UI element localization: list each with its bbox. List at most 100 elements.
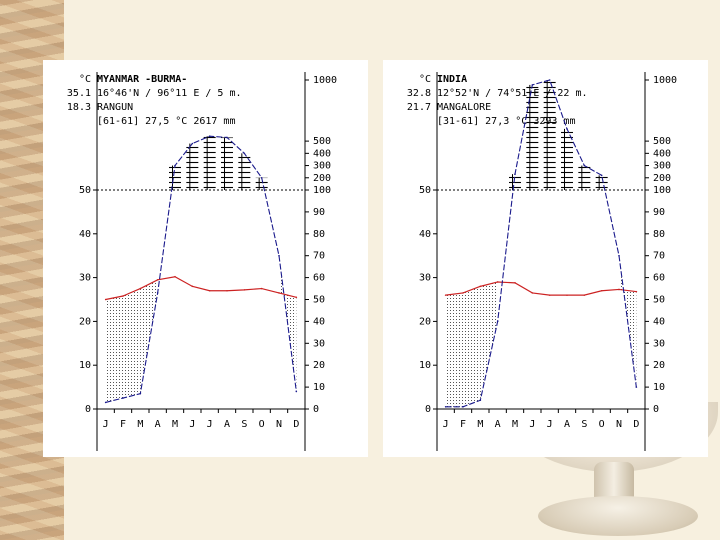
temperature-line xyxy=(105,276,297,301)
precipitation-point xyxy=(295,390,298,393)
temperature-point xyxy=(243,289,246,291)
month-label: M xyxy=(137,419,143,430)
precip-tick-label: 400 xyxy=(653,148,671,159)
precip-tick-label: 200 xyxy=(313,173,331,184)
temperature-point xyxy=(122,295,124,297)
dry-period-area xyxy=(140,279,158,394)
month-label: S xyxy=(581,419,587,430)
month-label: D xyxy=(293,419,299,430)
precip-tick-label: 20 xyxy=(653,360,665,371)
temperature-point xyxy=(174,275,176,278)
temperature-point xyxy=(208,289,211,292)
precipitation-point xyxy=(635,386,638,388)
station-info-line: RANGUN xyxy=(97,102,133,113)
temp-tick-label: 30 xyxy=(419,273,431,284)
station-info-line: MANGALORE xyxy=(437,102,491,113)
temperature-point xyxy=(531,292,534,294)
temperature-point xyxy=(295,296,298,299)
dry-period-area xyxy=(463,286,481,407)
precip-tick-label: 30 xyxy=(313,338,325,349)
month-label: N xyxy=(616,419,622,430)
humid-bar-hatch xyxy=(595,175,608,190)
temperature-point xyxy=(496,281,499,283)
precip-tick-label: 100 xyxy=(653,185,671,196)
humid-bar-hatch xyxy=(255,177,268,190)
month-label: J xyxy=(443,419,449,430)
precipitation-point xyxy=(104,401,107,404)
left-header-value: 32.8 xyxy=(407,88,431,99)
month-label: J xyxy=(547,419,553,430)
month-label: F xyxy=(120,419,126,430)
precip-tick-label: 300 xyxy=(653,161,671,172)
precipitation-point xyxy=(531,84,534,86)
temperature-point xyxy=(156,278,159,281)
goblet-foot-decoration xyxy=(538,496,698,536)
precip-tick-label: 200 xyxy=(653,173,671,184)
precip-tick-label: 80 xyxy=(653,229,665,240)
precip-tick-label: 40 xyxy=(653,316,665,327)
temp-tick-label: 50 xyxy=(419,185,431,196)
temperature-point xyxy=(479,285,482,288)
precipitation-point xyxy=(243,152,246,155)
dry-period-area xyxy=(480,281,498,401)
temperature-point xyxy=(583,294,586,296)
month-label: O xyxy=(599,419,605,430)
temperature-point xyxy=(600,289,603,292)
dry-period-area xyxy=(105,295,123,403)
precipitation-point xyxy=(208,135,211,138)
precip-tick-label: 60 xyxy=(313,273,325,284)
humid-bar-hatch xyxy=(238,153,251,190)
precipitation-point xyxy=(548,79,551,81)
precip-tick-label: 30 xyxy=(653,338,665,349)
temperature-point xyxy=(618,288,620,291)
precip-tick-label: 1000 xyxy=(653,75,677,86)
precipitation-point xyxy=(174,164,176,167)
precip-tick-label: 80 xyxy=(313,229,325,240)
precipitation-point xyxy=(156,292,159,294)
temperature-point xyxy=(226,289,228,292)
dry-period-area xyxy=(602,175,619,290)
precipitation-point xyxy=(583,164,586,167)
humid-bar-hatch xyxy=(203,136,216,190)
precip-tick-label: 70 xyxy=(653,251,665,262)
month-label: M xyxy=(477,419,483,430)
left-header-value: 35.1 xyxy=(67,88,91,99)
month-label: M xyxy=(172,419,178,430)
chart-title: MYANMAR -BURMA- xyxy=(97,74,187,85)
precipitation-point xyxy=(260,176,263,179)
humid-bar-hatch xyxy=(526,84,539,190)
temp-tick-label: 40 xyxy=(79,229,91,240)
precip-tick-label: 50 xyxy=(313,295,325,306)
precipitation-point xyxy=(444,406,447,408)
humid-bar-hatch xyxy=(509,174,521,190)
temperature-point xyxy=(462,292,464,294)
dry-period-area xyxy=(445,292,463,407)
station-info-line: 12°52'N / 74°51 E / 22 m. xyxy=(437,88,588,99)
precip-tick-label: 500 xyxy=(313,136,331,147)
precipitation-point xyxy=(139,392,142,395)
temp-tick-label: 30 xyxy=(79,273,91,284)
precip-tick-label: 90 xyxy=(313,207,325,218)
precip-tick-label: 40 xyxy=(313,316,325,327)
precipitation-point xyxy=(278,254,280,257)
climate-chart-mangalore: °C 32.8 21.7 INDIA 12°52'N / 74°51 E / 22 m.… xyxy=(383,60,708,457)
temperature-point xyxy=(548,294,551,296)
month-label: J xyxy=(529,419,535,430)
left-header-value: °C xyxy=(419,74,431,85)
humid-bar-hatch xyxy=(578,165,591,190)
temp-tick-label: 20 xyxy=(419,316,431,327)
temp-tick-label: 10 xyxy=(79,360,91,371)
month-label: J xyxy=(103,419,109,430)
left-header-value: 21.7 xyxy=(407,102,431,113)
precipitation-point xyxy=(226,136,228,139)
humid-bar-hatch xyxy=(186,143,199,190)
precipitation-point xyxy=(496,320,499,323)
precip-tick-label: 100 xyxy=(313,185,331,196)
temperature-point xyxy=(444,294,447,296)
dry-period-area xyxy=(262,178,279,293)
temp-tick-label: 20 xyxy=(79,316,91,327)
precipitation-point xyxy=(514,173,516,175)
precipitation-point xyxy=(191,142,194,145)
left-header-value: 18.3 xyxy=(67,102,91,113)
precipitation-line xyxy=(445,79,637,408)
